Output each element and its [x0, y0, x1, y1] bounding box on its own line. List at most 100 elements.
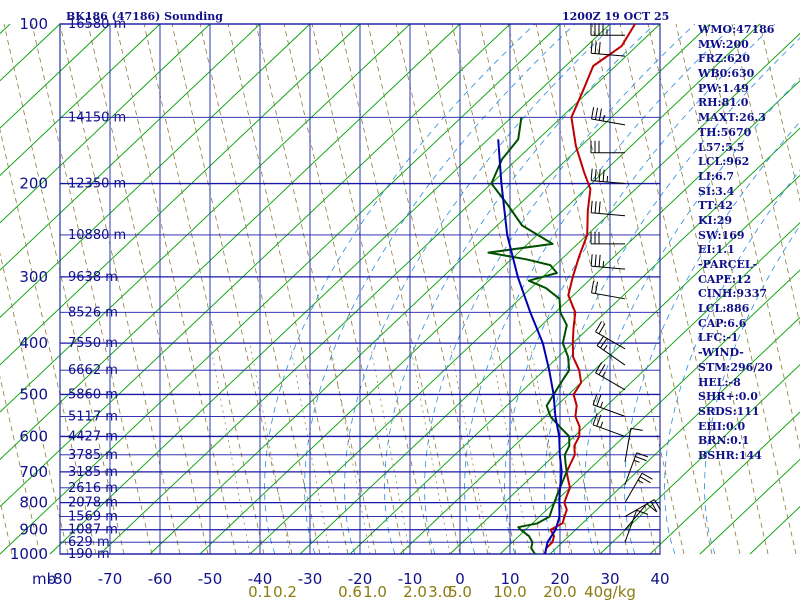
mixing-ratio-label: 20.0: [543, 583, 576, 600]
index-item: BRN:0.1: [698, 434, 750, 448]
index-item: SHR+:0.0: [698, 390, 758, 404]
wind-barb: [595, 321, 626, 350]
mixing-ratio-line: [329, 343, 371, 555]
temperature-tick-label: 0: [455, 570, 465, 588]
sounding-profiles: [487, 23, 636, 555]
dry-adiabat: [563, 23, 685, 555]
dry-adiabat: [619, 23, 741, 555]
wind-barb: [590, 140, 625, 154]
dry-adiabat: [115, 23, 237, 555]
wind-barb: [590, 23, 625, 36]
moist-adiabat: [424, 23, 696, 555]
pressure-tick-label: 100: [19, 15, 48, 33]
skewed-isotherm: [0, 23, 261, 271]
skewed-isotherm: [0, 23, 411, 413]
skewed-isotherm: [49, 23, 611, 555]
skewed-isotherm: [349, 127, 800, 555]
mixing-ratio-label: 3.0: [428, 583, 452, 600]
index-item: TT:42: [698, 199, 733, 213]
pressure-tick-label: 500: [19, 385, 48, 403]
skewed-isotherm: [599, 364, 800, 555]
index-item: EI:1.1: [698, 243, 735, 257]
wind-barb: [590, 168, 626, 185]
dry-adiabat: [395, 23, 517, 555]
height-label: 12350 m: [68, 177, 126, 192]
skewed-isotherm: [649, 411, 800, 555]
wind-barb: [590, 254, 626, 270]
wind-barb: [592, 393, 626, 417]
dry-adiabat: [0, 375, 41, 555]
index-item: L57:5.5: [698, 140, 745, 154]
mixing-ratio-label: 0.1: [248, 583, 272, 600]
height-label: 8526 m: [68, 305, 118, 320]
dry-adiabat: [227, 23, 349, 555]
height-label: 7550 m: [68, 336, 118, 351]
skewed-isotherm: [299, 80, 800, 555]
wind-barb: [624, 499, 661, 518]
height-label: 16580 m: [68, 17, 126, 32]
dry-adiabat: [591, 23, 713, 555]
index-item: WMO:47186: [698, 23, 775, 36]
temperature-tick-label: -40: [248, 570, 273, 588]
index-item: EHI:0.0: [698, 419, 746, 433]
moist-adiabat: [464, 23, 736, 555]
height-label: 629 m: [68, 535, 110, 550]
skewed-isotherm: [449, 222, 800, 555]
skewed-isotherm: [499, 269, 800, 555]
mixing-ratio-label: 0.6: [338, 583, 362, 600]
wind-barb: [624, 452, 649, 485]
height-label: 10880 m: [68, 228, 126, 243]
dry-adiabat: [311, 23, 433, 555]
dry-adiabat: [283, 23, 405, 555]
skewed-isotherm: [99, 23, 661, 555]
temperature-tick-label: -10: [398, 570, 423, 588]
index-item: TH:5670: [698, 125, 752, 139]
index-item: KI:29: [698, 213, 733, 227]
dry-adiabat: [0, 251, 69, 555]
skewed-isotherm: [549, 316, 800, 555]
moist-adiabat: [504, 23, 776, 555]
dry-adiabat: [507, 23, 629, 555]
index-item: PW:1.49: [698, 81, 749, 95]
index-item: LFC:-1: [698, 331, 739, 345]
wind-barb: [590, 231, 625, 245]
pressure-tick-label: 400: [19, 334, 48, 352]
wind-barb: [591, 281, 626, 300]
dry-adiabat: [3, 23, 125, 555]
temperature-tick-label: 20: [550, 570, 569, 588]
index-item: SRDS:111: [698, 404, 760, 418]
index-item: CINH:9337: [698, 287, 768, 301]
skewed-isotherm: [249, 32, 800, 555]
dry-adiabat: [0, 499, 13, 555]
dry-adiabat: [0, 128, 97, 555]
wind-barb: [592, 413, 626, 437]
index-item: -WIND-: [698, 346, 744, 360]
moist-adiabat: [304, 23, 576, 555]
height-label: 3785 m: [68, 448, 118, 463]
index-item: RH:81.0: [698, 96, 749, 110]
mixing-ratio-label: 5.0: [448, 583, 472, 600]
moist-adiabat: [264, 23, 536, 555]
dry-adiabat: [675, 23, 797, 555]
temperature-tick-label: -20: [348, 570, 373, 588]
dry-adiabat: [731, 23, 800, 327]
moist-adiabats: [264, 23, 800, 555]
height-label: 1087 m: [68, 523, 118, 538]
dry-adiabat: [171, 23, 293, 555]
skewed-isotherm: [199, 23, 761, 555]
temperature-tick-label: -80: [48, 570, 73, 588]
pressure-tick-label: 200: [19, 175, 48, 193]
wind-barb: [596, 335, 626, 366]
dry-adiabats: [0, 23, 800, 555]
temperature-tick-label: -30: [298, 570, 323, 588]
index-item: BSHR:144: [698, 448, 762, 462]
moist-adiabat: [584, 77, 800, 555]
skewed-isotherm: [0, 23, 511, 508]
skewed-isotherm: [0, 23, 161, 177]
wind-barb: [624, 503, 657, 531]
skewed-isotherm: [0, 23, 461, 460]
index-item: STM:296/20: [698, 360, 773, 374]
dry-adiabat: [31, 23, 153, 555]
